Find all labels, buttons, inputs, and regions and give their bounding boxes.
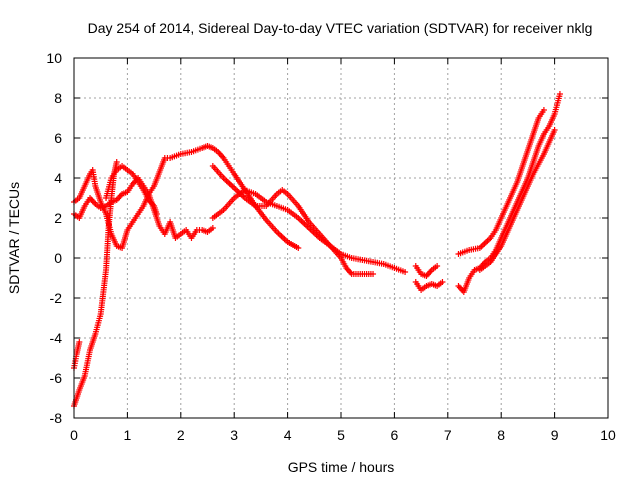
x-tick-label: 6 xyxy=(391,427,399,443)
series-satellite-track-5 xyxy=(103,163,160,217)
series-satellite-track-4 xyxy=(71,143,302,251)
data-point xyxy=(295,245,302,251)
y-tick-label: 0 xyxy=(54,250,62,266)
x-tick-label: 7 xyxy=(444,427,452,443)
tick-labels: 0 1 2 3 4 5 6 7 8 9 10 -8 -6 -4 -2 0 2 4 6 8 10 xyxy=(46,50,616,443)
y-tick-label: -2 xyxy=(50,290,63,306)
x-tick-label: 2 xyxy=(177,427,185,443)
x-tick-label: 1 xyxy=(124,427,132,443)
series-satellite-track-6 xyxy=(209,187,409,275)
data-point xyxy=(153,211,160,217)
series-satellite-track-11 xyxy=(455,107,547,257)
data-point xyxy=(551,127,558,133)
series-satellite-track-10 xyxy=(455,91,563,295)
data-point xyxy=(370,271,377,277)
y-tick-label: 4 xyxy=(54,170,62,186)
y-tick-label: 8 xyxy=(54,90,62,106)
x-tick-label: 10 xyxy=(600,427,616,443)
y-tick-label: -6 xyxy=(50,370,63,386)
x-axis-label: GPS time / hours xyxy=(288,459,395,475)
series-satellite-track-12 xyxy=(476,127,558,273)
data-point xyxy=(439,279,446,285)
y-tick-label: 6 xyxy=(54,130,62,146)
series-satellite-track-7 xyxy=(209,163,377,277)
data-point xyxy=(209,225,216,231)
plot-frame xyxy=(73,57,609,419)
x-tick-label: 9 xyxy=(551,427,559,443)
y-tick-label: -4 xyxy=(50,330,63,346)
data-point xyxy=(402,269,409,275)
series-satellite-track-8 xyxy=(412,263,441,279)
series-satellite-track-9 xyxy=(412,279,446,293)
x-tick-label: 8 xyxy=(497,427,505,443)
series-satellite-track-2 xyxy=(71,339,83,371)
y-tick-label: -8 xyxy=(50,410,63,426)
data-point xyxy=(556,91,563,97)
grid xyxy=(74,58,608,418)
data-point xyxy=(540,107,547,113)
x-tick-label: 4 xyxy=(284,427,292,443)
y-axis-label: SDTVAR / TECUs xyxy=(6,182,22,294)
x-tick-label: 5 xyxy=(337,427,345,443)
chart-title: Day 254 of 2014, Sidereal Day-to-day VTE… xyxy=(88,20,593,36)
y-tick-label: 2 xyxy=(54,210,62,226)
data-point xyxy=(434,263,441,269)
y-tick-label: 10 xyxy=(46,50,62,66)
data-point xyxy=(76,339,83,345)
x-tick-label: 0 xyxy=(70,427,78,443)
x-tick-label: 3 xyxy=(230,427,238,443)
data-point xyxy=(113,159,120,165)
data-points xyxy=(71,91,563,409)
